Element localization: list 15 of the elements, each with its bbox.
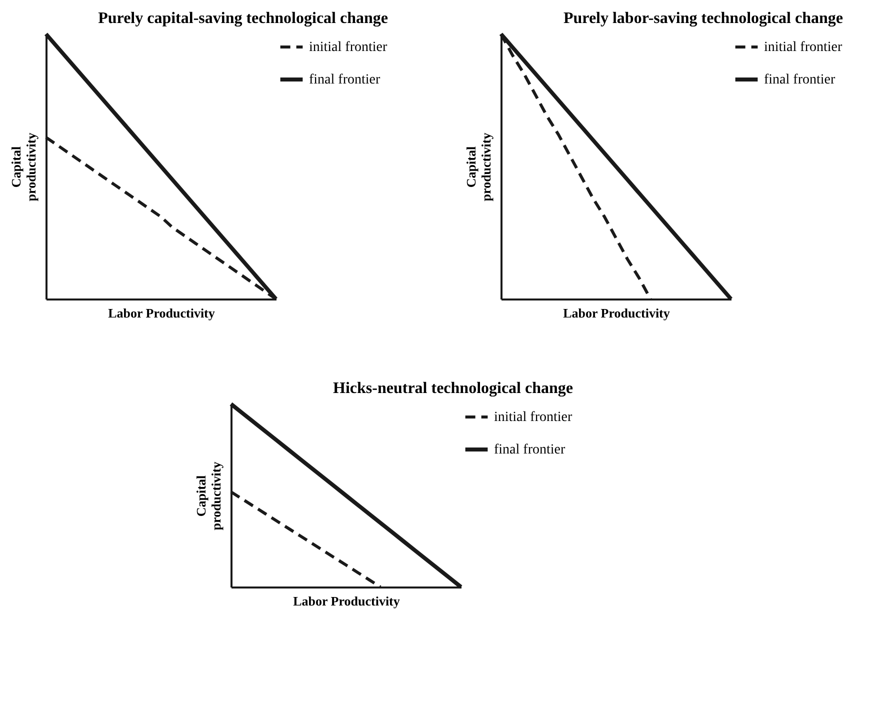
legend-label: final frontier bbox=[494, 442, 566, 458]
y-axis-title: Capital productivity bbox=[464, 132, 494, 202]
legend-label: final frontier bbox=[309, 72, 380, 88]
x-axis-title: Labor Productivity bbox=[563, 306, 670, 320]
chart-title: Purely capital-saving technological change bbox=[98, 10, 388, 27]
y-axis-title: Capital productivity bbox=[8, 132, 38, 202]
chart-title: Purely labor-saving technological change bbox=[563, 10, 843, 27]
legend-label: initial frontier bbox=[494, 410, 572, 425]
chart-title: Hicks-neutral technological change bbox=[333, 380, 573, 397]
legend-label: initial frontier bbox=[764, 40, 842, 55]
y-axis-title: Capital productivity bbox=[194, 461, 224, 530]
legend-label: initial frontier bbox=[309, 40, 388, 55]
legend-label: final frontier bbox=[764, 72, 836, 88]
x-axis-title: Labor Productivity bbox=[108, 306, 216, 320]
x-axis-title: Labor Productivity bbox=[293, 594, 400, 608]
